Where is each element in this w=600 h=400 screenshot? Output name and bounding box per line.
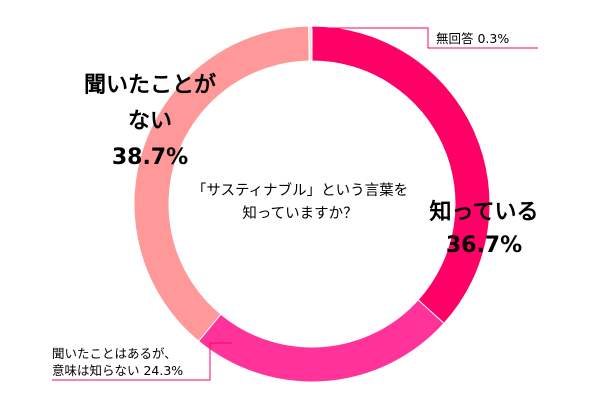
center-question-line1: 「サスティナブル」という言葉を xyxy=(192,181,408,199)
slice-label-know: 知っている xyxy=(430,199,539,225)
leader-line-heard xyxy=(52,342,232,381)
slice-know xyxy=(311,25,491,325)
slice-value-know: 36.7% xyxy=(446,233,522,258)
donut-slices xyxy=(133,25,491,383)
leader-line-noanswer xyxy=(312,27,538,49)
slice-no-answer xyxy=(308,25,313,62)
center-question-line2: 知っていますか？ xyxy=(242,205,357,222)
slice-label-noanswer: 無回答 0.3% xyxy=(436,31,509,46)
slice-heard-not-meaning xyxy=(197,299,445,383)
slice-label-heard-line2: 意味は知らない 24.3% xyxy=(52,363,183,378)
slice-label-heard-line1: 聞いたことはあるが、 xyxy=(52,346,177,361)
slice-value-never: 38.7% xyxy=(112,145,188,170)
slice-label-never-line2: ない xyxy=(128,109,172,134)
slice-label-never-line1: 聞いたことが xyxy=(84,72,216,98)
